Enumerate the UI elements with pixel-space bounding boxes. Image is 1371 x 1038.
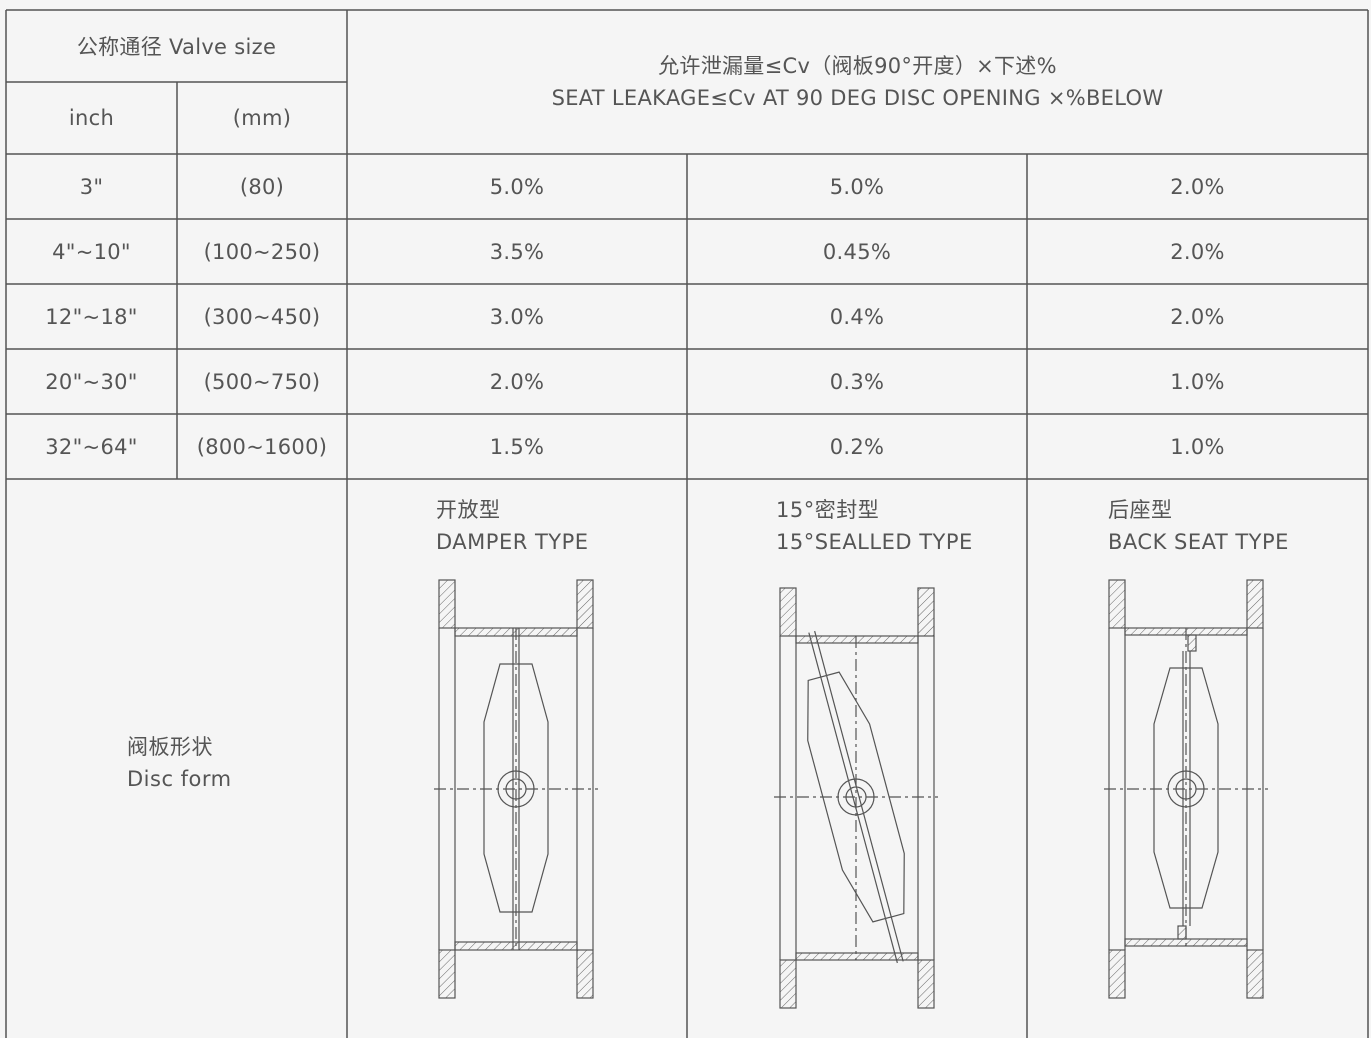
row-mm: (800~1600) <box>196 434 328 459</box>
row-mm: (100~250) <box>203 239 321 264</box>
row-inch: 12"~18" <box>45 304 138 329</box>
header-mm: (mm) <box>232 106 292 130</box>
row-inch: 20"~30" <box>45 369 138 394</box>
row-damper-value: 1.5% <box>489 434 545 459</box>
row-sealed-value: 5.0% <box>829 174 885 199</box>
sealed-type-diagram <box>774 587 938 1009</box>
row-sealed-value: 0.3% <box>829 369 885 394</box>
row-inch: 32"~64" <box>45 434 138 459</box>
damper-type-diagram <box>434 579 598 999</box>
disc-form-label-en: Disc form <box>127 767 232 791</box>
row-backseat-value: 2.0% <box>1170 174 1225 199</box>
row-damper-value: 5.0% <box>489 174 545 199</box>
disc-form-label: 阀板形状 Disc form <box>127 731 232 795</box>
backseat-type-diagram <box>1104 579 1268 999</box>
header-leakage-en: SEAT LEAKAGE≤Cv AT 90 DEG DISC OPENING ×… <box>551 86 1164 110</box>
row-damper-value: 3.5% <box>489 239 545 264</box>
row-mm: (500~750) <box>203 369 321 394</box>
row-backseat-value: 2.0% <box>1170 304 1225 329</box>
row-inch: 4"~10" <box>52 239 131 264</box>
row-mm: (80) <box>239 174 285 199</box>
damper-type-label: 开放型 DAMPER TYPE <box>436 494 589 558</box>
backseat-type-en: BACK SEAT TYPE <box>1108 530 1289 554</box>
row-sealed-value: 0.45% <box>822 239 892 264</box>
backseat-type-cn: 后座型 <box>1108 498 1173 522</box>
row-backseat-value: 1.0% <box>1170 434 1225 459</box>
sealed-type-cn: 15°密封型 <box>776 498 880 522</box>
disc-form-label-cn: 阀板形状 <box>127 735 213 759</box>
sealed-type-en: 15°SEALLED TYPE <box>776 530 973 554</box>
header-valve-size: 公称通径 Valve size <box>76 35 277 59</box>
sealed-type-label: 15°密封型 15°SEALLED TYPE <box>776 494 973 558</box>
row-backseat-value: 1.0% <box>1170 369 1225 394</box>
backseat-type-label: 后座型 BACK SEAT TYPE <box>1108 494 1289 558</box>
header-inch: inch <box>68 106 115 130</box>
damper-type-cn: 开放型 <box>436 498 501 522</box>
header-seat-leakage: 允许泄漏量≤Cv（阀板90°开度）×下述% SEAT LEAKAGE≤Cv AT… <box>347 10 1368 154</box>
row-sealed-value: 0.4% <box>829 304 885 329</box>
damper-type-en: DAMPER TYPE <box>436 530 589 554</box>
row-backseat-value: 2.0% <box>1170 239 1225 264</box>
row-mm: (300~450) <box>203 304 321 329</box>
header-leakage-cn: 允许泄漏量≤Cv（阀板90°开度）×下述% <box>658 54 1057 78</box>
row-damper-value: 2.0% <box>489 369 545 394</box>
row-sealed-value: 0.2% <box>829 434 885 459</box>
row-inch: 3" <box>79 174 104 199</box>
row-damper-value: 3.0% <box>489 304 545 329</box>
